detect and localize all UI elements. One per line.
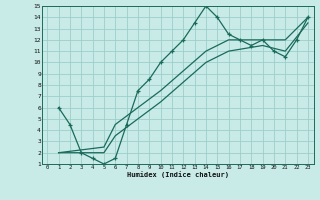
X-axis label: Humidex (Indice chaleur): Humidex (Indice chaleur): [127, 171, 228, 178]
